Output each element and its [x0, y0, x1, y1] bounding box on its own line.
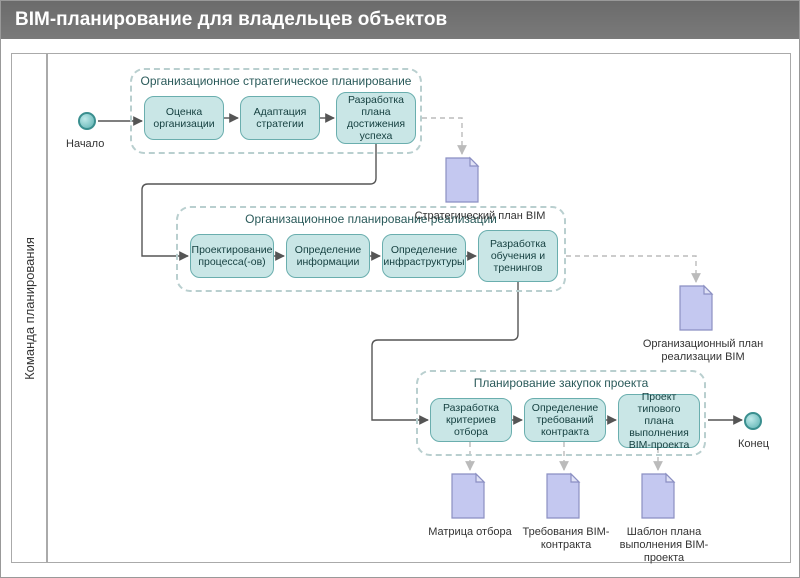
document-icon	[448, 472, 488, 520]
group-title: Планирование закупок проекта	[418, 376, 704, 390]
document-icon	[442, 156, 482, 204]
document-icon	[638, 472, 678, 520]
node-n5: Определение информации	[286, 234, 370, 278]
node-n3: Разработка плана достижения успеха	[336, 92, 416, 144]
swimlane-label: Команда планирования	[22, 237, 37, 380]
page-title: BIM-планирование для владельцев объектов	[15, 9, 447, 31]
start-terminal	[78, 112, 96, 130]
node-n8: Разработка критериев отбора	[430, 398, 512, 442]
node-n2: Адаптация стратегии	[240, 96, 320, 140]
node-n1: Оценка организации	[144, 96, 224, 140]
node-n6: Определение инфраструктуры	[382, 234, 466, 278]
canvas: Организационное стратегическое планирова…	[47, 53, 791, 563]
swimlane: Команда планирования	[11, 53, 47, 563]
title-bar: BIM-планирование для владельцев объектов	[1, 1, 799, 39]
diagram-frame: BIM-планирование для владельцев объектов…	[0, 0, 800, 578]
group-title: Организационное стратегическое планирова…	[132, 74, 420, 88]
end-terminal	[744, 412, 762, 430]
node-n10: Проект типового плана выполнения BIM-про…	[618, 394, 700, 448]
node-n9: Определение требований контракта	[524, 398, 606, 442]
start-label: Начало	[66, 138, 104, 150]
document-label: Матрица отбора	[426, 526, 514, 539]
document-label: Организационный план реализации BIM	[628, 338, 778, 364]
document-label: Стратегический план BIM	[400, 210, 560, 223]
document-label: Шаблон плана выполнения BIM-проекта	[614, 526, 714, 566]
node-n7: Разработка обучения и тренингов	[478, 230, 558, 282]
document-label: Требования BIM-контракта	[516, 526, 616, 552]
end-label: Конец	[738, 438, 769, 450]
node-n4: Проектирование процесса(-ов)	[190, 234, 274, 278]
document-icon	[543, 472, 583, 520]
document-icon	[676, 284, 716, 332]
